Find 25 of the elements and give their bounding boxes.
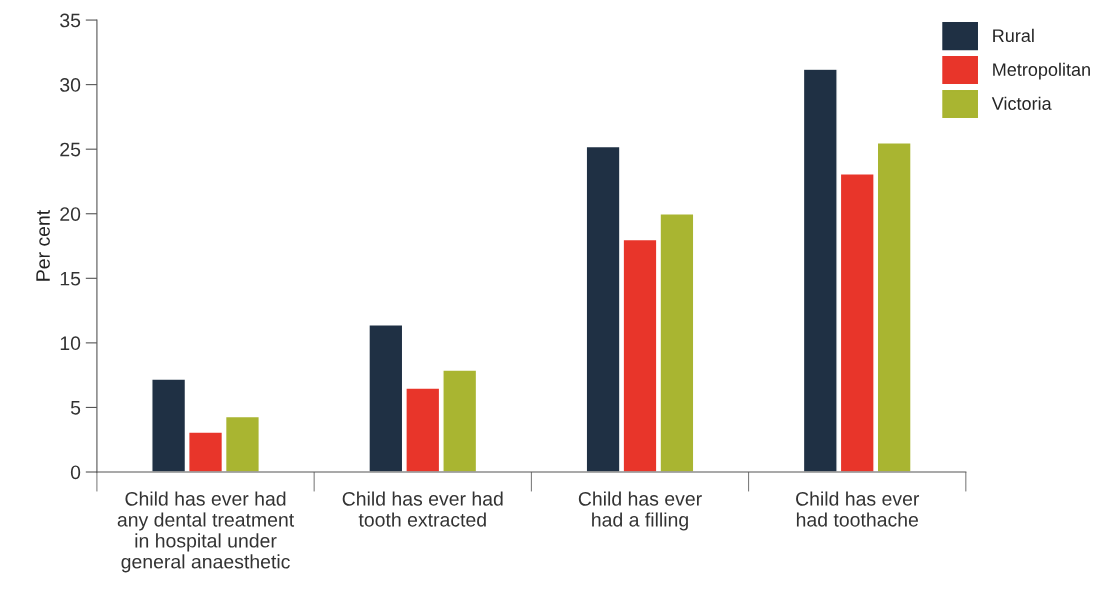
bar bbox=[188, 431, 224, 472]
legend-label: Metropolitan bbox=[993, 62, 1090, 80]
y-tick-label: 10 bbox=[60, 336, 81, 351]
y-axis-title: Per cent bbox=[36, 209, 50, 281]
x-tick-label: Child has ever had any dental treatment in hospital under general anaesthetic bbox=[117, 491, 295, 573]
y-tick-label: 20 bbox=[60, 207, 81, 221]
bar bbox=[151, 378, 187, 472]
y-tick-label: 15 bbox=[60, 271, 81, 286]
x-tick-label: Child has ever had toothache bbox=[796, 491, 920, 527]
legend-label: Rural bbox=[993, 28, 1034, 43]
bar bbox=[405, 387, 441, 472]
y-tick-label: 25 bbox=[60, 142, 81, 157]
bar bbox=[802, 68, 838, 472]
y-tick-label: 35 bbox=[60, 13, 81, 28]
x-tick-label: Child has ever had tooth extracted bbox=[342, 491, 503, 527]
bar bbox=[224, 415, 260, 472]
bar bbox=[876, 142, 912, 472]
bar bbox=[368, 324, 404, 472]
bar bbox=[442, 369, 478, 472]
y-tick-label: 5 bbox=[70, 401, 81, 415]
x-tick-label: Child has ever had a filling bbox=[578, 491, 702, 531]
legend-label: Victoria bbox=[991, 96, 1052, 110]
y-tick-label: 0 bbox=[70, 465, 81, 480]
bar bbox=[839, 173, 875, 472]
y-tick-label: 30 bbox=[60, 78, 81, 92]
